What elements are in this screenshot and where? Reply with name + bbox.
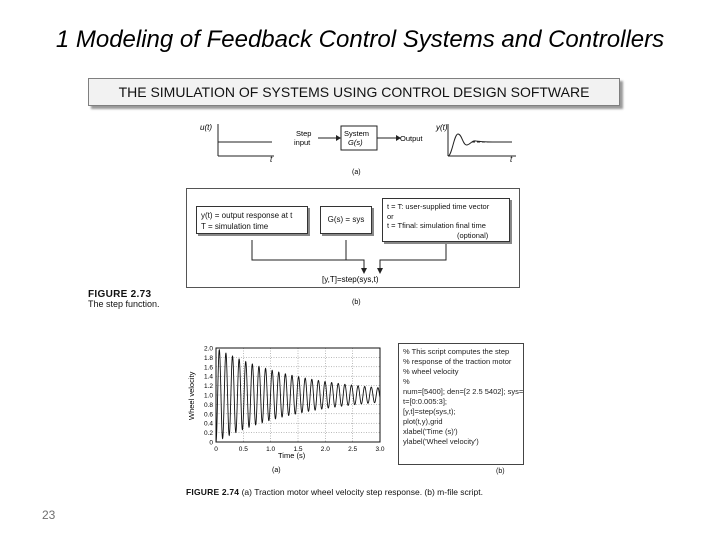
figure-2-73-caption: The step function. — [88, 299, 160, 309]
system-label: System G(s) — [344, 129, 371, 147]
arrow-output-head — [396, 135, 401, 141]
arrow-input-head — [336, 135, 341, 141]
chart-y-tick-label: 0.2 — [204, 430, 213, 437]
chart-x-tick-label: 2.0 — [321, 446, 330, 453]
figure-2-74-caption: (a) Traction motor wheel velocity step r… — [241, 487, 483, 497]
system-block — [340, 125, 378, 151]
step-input-label: Step input — [294, 129, 314, 147]
chart-x-tick-label: 3.0 — [375, 446, 384, 453]
chart-x-tick-label: 1.0 — [266, 446, 275, 453]
chart-y-tick-label: 0.8 — [204, 402, 213, 409]
script-line: xlabel('Time (s)') — [403, 427, 458, 436]
step-response-curve — [447, 133, 512, 157]
figure-2-74-panel-b-label: (b) — [496, 468, 505, 475]
time-description-line3: t = Tfinal: simulation final time — [387, 221, 486, 230]
figure-2-73-panel-b — [186, 188, 520, 288]
chart-y-tick-label: 1.2 — [204, 383, 213, 390]
chart-ylabel: Wheel velocity — [187, 371, 196, 420]
chart-y-tick-label: 1.6 — [204, 364, 213, 371]
m-file-script: % This script computes the step% respons… — [398, 343, 524, 465]
chart-y-tick-label: 1.8 — [204, 355, 213, 362]
chart-y-ticks: 0 0.2 0.4 0.6 0.8 1.0 1.2 1.4 1.6 1.8 2.0 — [204, 346, 213, 447]
arrow-output-box — [251, 240, 365, 272]
script-line: ylabel('Wheel velocity') — [403, 437, 479, 446]
chart-x-tick-label: 0 — [214, 446, 218, 453]
time-description-line2: or — [387, 211, 394, 221]
output-axis-label: y(t) — [435, 123, 448, 132]
arrow-head-left — [361, 268, 367, 274]
system-description-box: G(s) = sys — [320, 206, 372, 234]
time-description-line1: t = T: user-supplied time vector — [387, 202, 490, 211]
figure-2-74-caption-line: FIGURE 2.74 (a) Traction motor wheel vel… — [186, 487, 483, 497]
script-line: [y,t]=step(sys,t); — [403, 407, 456, 416]
arrow-time-box — [379, 244, 447, 272]
chart-y-tick-label: 1.0 — [204, 393, 213, 400]
time-description-box: t = T: user-supplied time vector or t = … — [382, 198, 510, 242]
figure-2-73-panel-a: u(t) t Step input System G(s) Output y(t… — [200, 123, 516, 176]
script-line: num=[5400]; den=[2 2.5 5402]; sys=tf(num… — [403, 387, 524, 396]
panel-b-label: (b) — [352, 299, 361, 306]
output-description-line1: y(t) = output response at t — [201, 211, 293, 220]
input-axis-label: u(t) — [200, 123, 212, 132]
script-line: % wheel velocity — [403, 367, 459, 376]
chart-y-tick-label: 0 — [209, 440, 213, 447]
step-input-label-line2: input — [294, 138, 311, 147]
step-input-label-line1: Step — [296, 129, 311, 138]
script-line: t=[0:0.005:3]; — [403, 397, 447, 406]
system-label-line2: G(s) — [348, 138, 363, 147]
figure-2-73-label: FIGURE 2.73 — [88, 289, 152, 300]
arrow-head-right — [377, 268, 383, 274]
input-time-label: t — [270, 155, 273, 164]
step-command: [y,T]=step(sys,t) — [322, 275, 379, 284]
chart-x-tick-label: 0.5 — [239, 446, 248, 453]
time-description-line4: (optional) — [457, 230, 489, 240]
figure-2-74-label: FIGURE 2.74 — [186, 487, 240, 497]
section-subtitle: THE SIMULATION OF SYSTEMS USING CONTROL … — [88, 78, 620, 106]
output-description-box: y(t) = output response at t T = simulati… — [196, 206, 308, 234]
chart-y-tick-label: 1.4 — [204, 374, 213, 381]
panel-a-label: (a) — [352, 169, 361, 176]
script-line: % — [403, 377, 410, 386]
chart-x-ticks: 0 0.5 1.0 1.5 2.0 2.5 3.0 — [214, 446, 385, 453]
output-time-label: t — [510, 155, 513, 164]
figure-2-74-panel-a-label: (a) — [272, 467, 281, 474]
script-line: % This script computes the step — [403, 347, 510, 356]
chart-y-tick-label: 2.0 — [204, 346, 213, 353]
figure-2-73-panel-b-arrows: [y,T]=step(sys,t) (b) — [251, 240, 447, 306]
chart-x-tick-label: 1.5 — [293, 446, 302, 453]
script-line: plot(t,y),grid — [403, 417, 443, 426]
page-number: 23 — [42, 508, 56, 522]
chart-plot-frame — [215, 347, 381, 443]
script-line: % response of the traction motor — [403, 357, 512, 366]
chart-xlabel: Time (s) — [278, 451, 306, 460]
system-description-text: G(s) = sys — [327, 215, 365, 224]
output-label: Output — [400, 134, 423, 143]
system-label-line1: System — [344, 129, 369, 138]
chart-y-tick-label: 0.4 — [204, 421, 213, 428]
chart-series-wheel-velocity — [215, 348, 381, 443]
slide-title: 1 Modeling of Feedback Control Systems a… — [55, 26, 665, 53]
output-description-line2: T = simulation time — [201, 222, 269, 231]
wheel-velocity-chart: Wheel velocity 0 0.2 0.4 0.6 0.8 1.0 1.2 1.4 1.6… — [187, 346, 385, 475]
chart-y-tick-label: 0.6 — [204, 411, 213, 418]
chart-x-tick-label: 2.5 — [348, 446, 357, 453]
